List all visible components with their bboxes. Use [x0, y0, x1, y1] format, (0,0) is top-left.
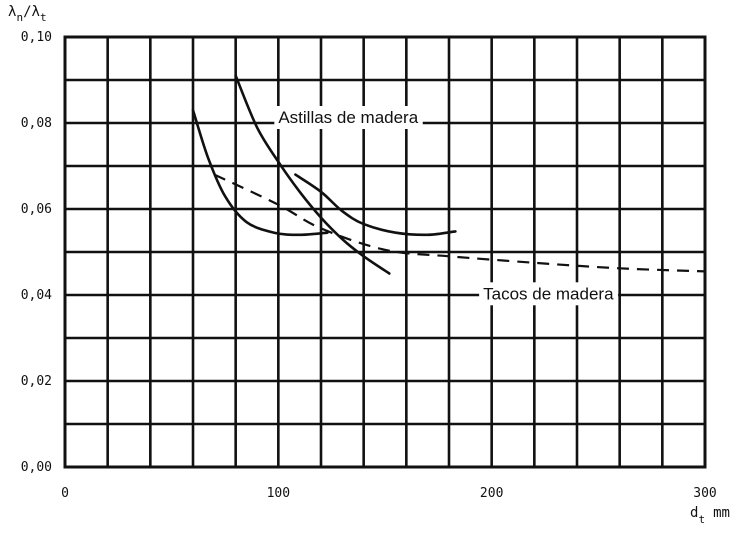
tick-labels: 0 100 200 300 0,00 0,02 0,04 0,06 0,08 0,10: [21, 30, 717, 501]
solid-curve-1: [191, 108, 329, 237]
y-tick-label: 0,08: [21, 116, 52, 131]
annotation-label: Tacos de madera: [483, 284, 614, 303]
y-tick-label: 0,06: [21, 202, 52, 217]
x-tick-label: 0: [61, 486, 69, 501]
dashed-curve-4: [213, 173, 706, 273]
annotation-label: Astillas de madera: [278, 108, 418, 127]
grid: [63, 35, 707, 469]
y-axis-label: λn/λt: [8, 4, 47, 24]
plot-frame: [63, 35, 707, 469]
solid-curve-2: [234, 74, 391, 275]
curves: [191, 74, 706, 275]
annotation-background: [274, 106, 423, 129]
y-tick-label: 0,02: [21, 374, 52, 389]
y-tick-label: 0,04: [21, 288, 52, 303]
x-tick-label: 200: [480, 486, 503, 501]
x-tick-label: 300: [693, 486, 716, 501]
x-axis-label: dt mm: [690, 505, 730, 526]
y-tick-label: 0,00: [21, 460, 52, 475]
y-tick-label: 0,10: [21, 30, 52, 45]
annotation-background: [479, 282, 619, 306]
x-tick-label: 100: [267, 486, 290, 501]
solid-curve-3: [294, 173, 457, 237]
annotations: Astillas de madera Tacos de madera: [274, 106, 619, 306]
